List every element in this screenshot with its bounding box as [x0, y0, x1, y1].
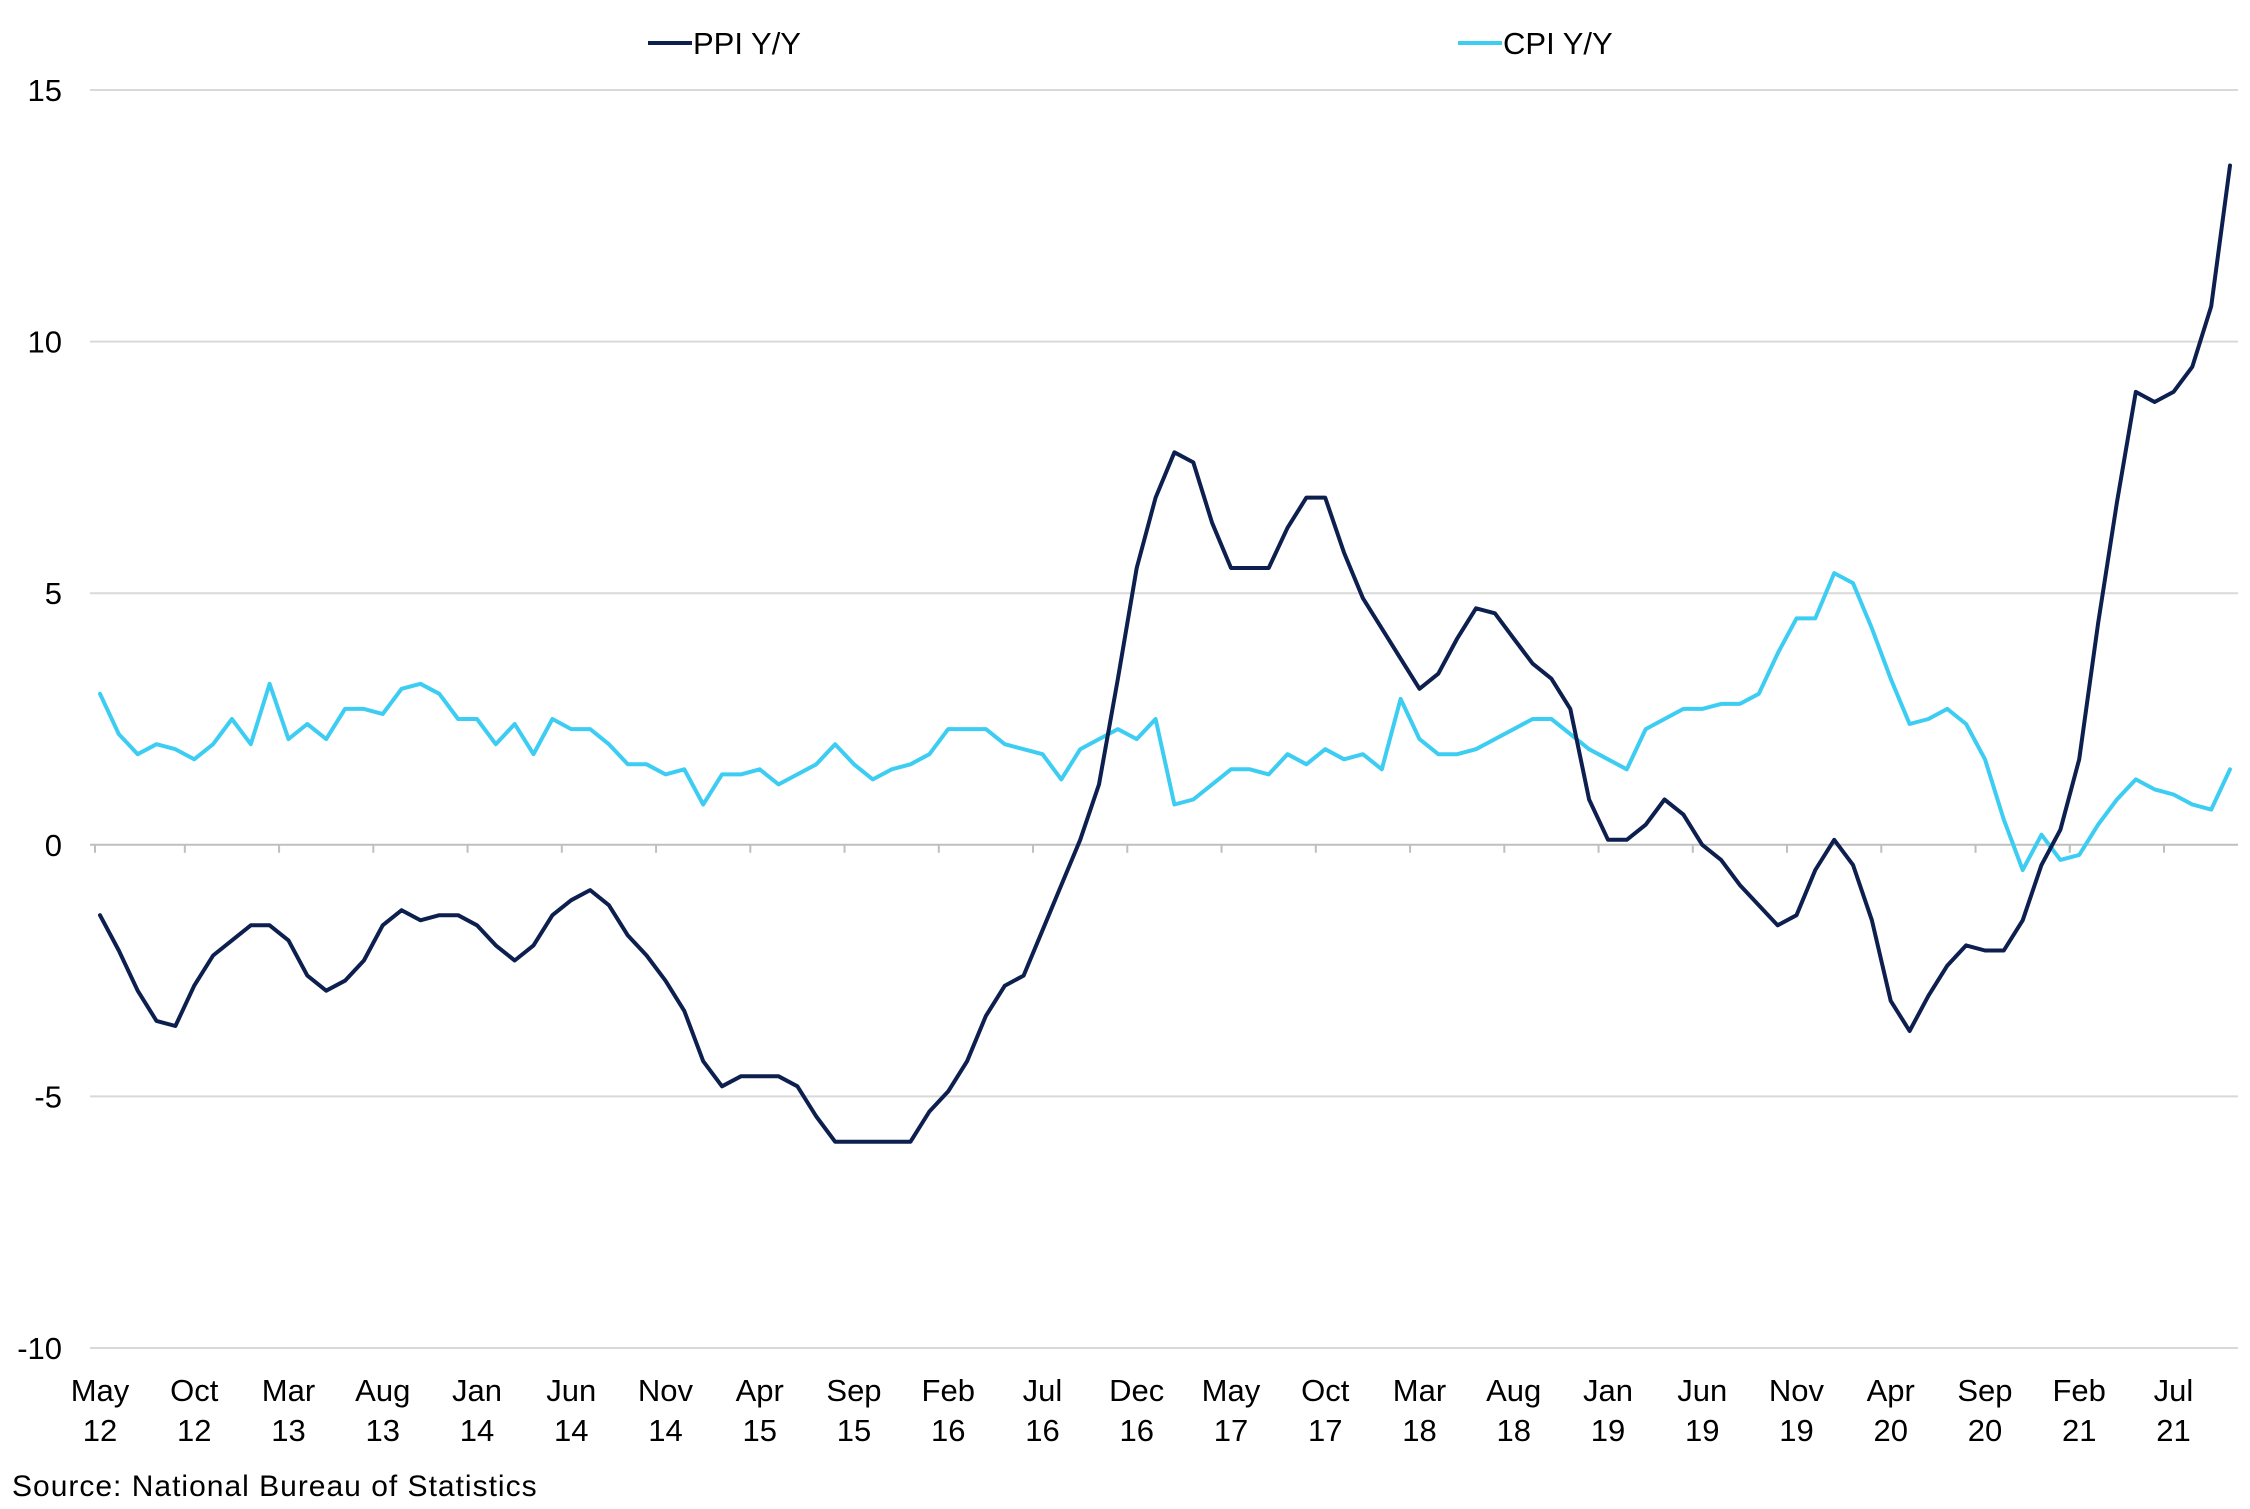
series-cpi-y-y: [98, 571, 2232, 872]
x-tick-label-month: May: [71, 1373, 130, 1408]
y-tick-label: 0: [45, 828, 62, 863]
x-tick-label-year: 20: [1873, 1413, 1907, 1448]
x-tick-label-month: Dec: [1109, 1373, 1164, 1408]
x-tick-label-year: 21: [2156, 1413, 2190, 1448]
y-tick-label: -10: [17, 1331, 62, 1366]
x-tick-label-month: Oct: [170, 1373, 219, 1408]
x-tick-label-month: Oct: [1301, 1373, 1350, 1408]
x-tick-label-month: Jan: [452, 1373, 502, 1408]
legend-item: CPI Y/Y: [1458, 26, 1613, 61]
x-axis: May 12 Oct 12 Mar 13 Aug 13 Jan 14 Jun 14 Nov 14 Apr 15…: [71, 844, 2194, 1448]
x-tick-label-year: 12: [83, 1413, 117, 1448]
y-axis: 15 10 5 0 -5 -10: [17, 73, 62, 1366]
x-tick-label-month: Jun: [1677, 1373, 1727, 1408]
y-tick-label: 10: [28, 325, 62, 360]
x-tick-label-year: 18: [1496, 1413, 1530, 1448]
x-tick-label-year: 21: [2062, 1413, 2096, 1448]
x-tick-label-year: 19: [1779, 1413, 1813, 1448]
x-tick-label-month: Apr: [1867, 1373, 1915, 1408]
y-tick-label: -5: [34, 1079, 62, 1114]
x-tick-label-year: 16: [931, 1413, 965, 1448]
x-tick-label-month: Feb: [2052, 1373, 2105, 1408]
x-tick-label-month: Aug: [1486, 1373, 1541, 1408]
x-tick-label-month: Jan: [1583, 1373, 1633, 1408]
series-line: [98, 571, 2232, 872]
x-tick-label-month: Aug: [355, 1373, 410, 1408]
x-tick-label-month: Sep: [826, 1373, 881, 1408]
x-tick-label-month: Jun: [546, 1373, 596, 1408]
x-tick-label-year: 15: [742, 1413, 776, 1448]
source-note: Source: National Bureau of Statistics: [12, 1470, 538, 1503]
x-tick-label-year: 18: [1402, 1413, 1436, 1448]
x-tick-label-month: Mar: [262, 1373, 315, 1408]
y-tick-label: 5: [45, 576, 62, 611]
x-tick-label-year: 19: [1591, 1413, 1625, 1448]
x-tick-label-year: 14: [648, 1413, 682, 1448]
x-tick-label-month: Sep: [1957, 1373, 2012, 1408]
series-layer: [98, 163, 2232, 1144]
legend-label: PPI Y/Y: [693, 26, 801, 61]
series-ppi-y-y: [98, 163, 2232, 1144]
x-tick-label-month: May: [1202, 1373, 1261, 1408]
x-tick-label-month: Jul: [1023, 1373, 1063, 1408]
x-tick-label-year: 16: [1025, 1413, 1059, 1448]
y-tick-label: 15: [28, 73, 62, 108]
x-tick-label-month: Nov: [638, 1373, 694, 1408]
x-tick-label-year: 12: [177, 1413, 211, 1448]
series-line: [98, 163, 2232, 1144]
x-tick-label-year: 14: [554, 1413, 588, 1448]
x-tick-label-year: 15: [837, 1413, 871, 1448]
x-tick-label-year: 20: [1968, 1413, 2002, 1448]
x-tick-label-year: 17: [1308, 1413, 1342, 1448]
x-tick-label-year: 19: [1685, 1413, 1719, 1448]
x-tick-label-month: Feb: [922, 1373, 975, 1408]
legend-label: CPI Y/Y: [1503, 26, 1613, 61]
x-tick-label-year: 13: [271, 1413, 305, 1448]
x-tick-label-month: Apr: [736, 1373, 784, 1408]
x-tick-label-month: Jul: [2154, 1373, 2194, 1408]
x-tick-label-month: Mar: [1393, 1373, 1446, 1408]
legend-item: PPI Y/Y: [648, 26, 801, 61]
gridlines: [90, 89, 2238, 1349]
x-tick-label-year: 17: [1214, 1413, 1248, 1448]
legend: PPI Y/Y CPI Y/Y: [648, 26, 1613, 61]
x-tick-label-year: 13: [366, 1413, 400, 1448]
x-tick-label-year: 14: [460, 1413, 494, 1448]
x-tick-label-year: 16: [1119, 1413, 1153, 1448]
x-tick-label-month: Nov: [1769, 1373, 1825, 1408]
